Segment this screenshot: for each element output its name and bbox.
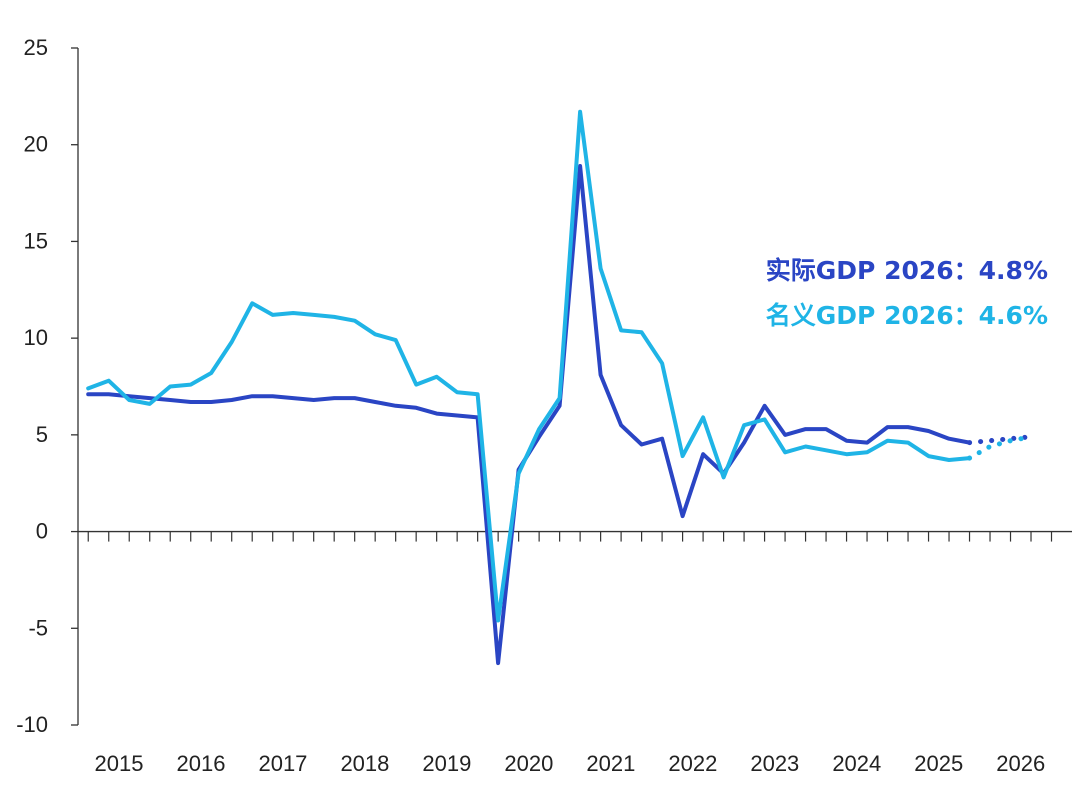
y-tick-label: 5 [36, 422, 48, 447]
y-tick-label: 20 [24, 132, 48, 157]
legend-real-gdp: 实际GDP 2026：4.8% [766, 256, 1048, 285]
x-year-label: 2020 [504, 751, 553, 776]
y-tick-label: 25 [24, 35, 48, 60]
x-year-label: 2022 [668, 751, 717, 776]
nominal-gdp-line [86, 109, 972, 623]
y-tick-label: -10 [16, 712, 48, 737]
x-year-label: 2026 [996, 751, 1045, 776]
x-year-label: 2015 [95, 751, 144, 776]
nominal-gdp-forecast-line [967, 434, 1034, 461]
x-year-label: 2016 [176, 751, 225, 776]
series-lines [86, 109, 1034, 666]
y-tick-label: 10 [24, 325, 48, 350]
y-tick-label: 0 [36, 519, 48, 544]
x-year-label: 2021 [586, 751, 635, 776]
y-tick-label: 15 [24, 228, 48, 253]
y-tick-label: -5 [28, 615, 48, 640]
x-year-label: 2018 [340, 751, 389, 776]
x-year-label: 2017 [258, 751, 307, 776]
x-year-label: 2024 [832, 751, 881, 776]
x-year-label: 2023 [750, 751, 799, 776]
legend-nominal-gdp: 名义GDP 2026：4.6% [766, 301, 1048, 330]
legend: 实际GDP 2026：4.8% 名义GDP 2026：4.6% [766, 256, 1048, 330]
x-year-label: 2025 [914, 751, 963, 776]
real-gdp-line [86, 164, 972, 666]
x-year-label: 2019 [422, 751, 471, 776]
real-gdp-forecast-line [967, 434, 1034, 446]
